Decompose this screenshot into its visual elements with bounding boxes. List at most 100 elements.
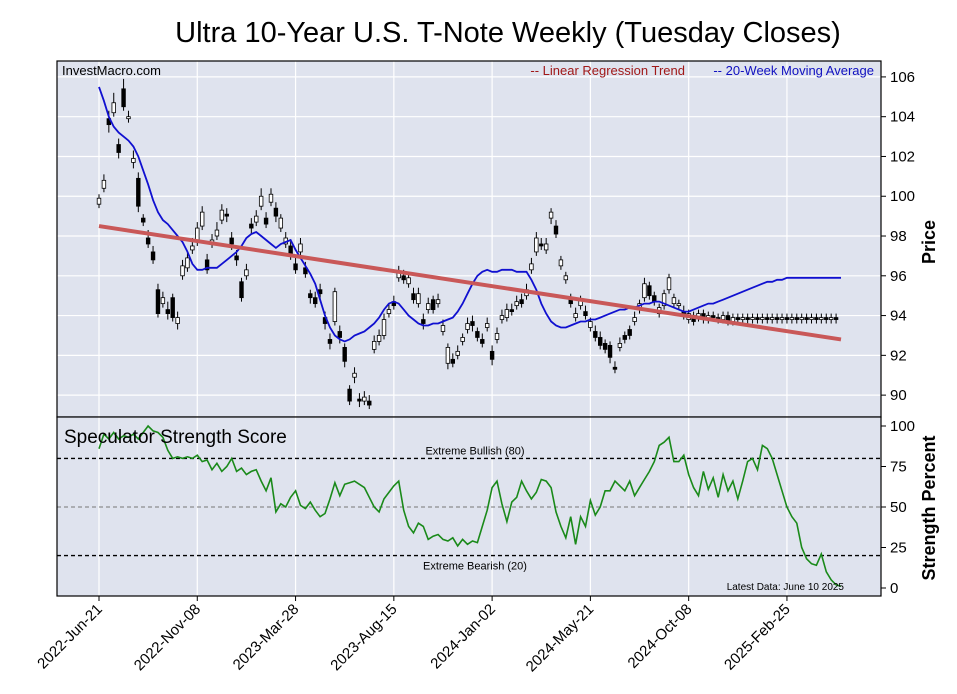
candle-body <box>735 317 741 320</box>
candle-body <box>642 283 647 299</box>
candle-body <box>789 317 795 320</box>
candle-body <box>101 179 107 189</box>
candle-body <box>529 263 534 271</box>
regression-trend-line <box>98 224 842 342</box>
x-tick-label: 2024-Oct-08 <box>625 601 696 672</box>
candle-body <box>204 259 210 271</box>
candle-body <box>553 225 559 235</box>
candle-body <box>214 229 220 237</box>
strength-reference-lines: Extreme Bullish (80) Extreme Bearish (20) <box>57 445 881 573</box>
candle-body <box>416 293 421 305</box>
candle-body <box>676 303 682 307</box>
candle-body <box>784 317 790 320</box>
candle-body <box>239 281 244 299</box>
candle-body <box>332 291 338 322</box>
candle-body <box>450 358 456 364</box>
candle-body <box>465 323 470 330</box>
x-tick-label: 2023-Aug-15 <box>327 601 400 674</box>
candle-body <box>470 321 475 326</box>
moving-average-line <box>98 86 841 343</box>
candle-body <box>381 319 387 336</box>
candle-body <box>480 339 485 344</box>
candle-body <box>760 317 765 320</box>
candle-body <box>750 317 755 320</box>
candle-body <box>170 297 175 318</box>
strength-axis-title: Strength Percent <box>919 435 939 580</box>
x-tick-label: 2024-Jan-02 <box>427 601 499 673</box>
candle-body <box>819 317 824 320</box>
strength-y-tick-label: 75 <box>890 459 907 476</box>
x-tick-label: 2024-May-21 <box>523 601 598 676</box>
candle-body <box>126 116 131 120</box>
candle-body <box>602 343 608 350</box>
strength-y-tick-label: 50 <box>890 499 907 516</box>
candle-body <box>411 293 416 301</box>
candle-body <box>278 217 284 229</box>
candle-body <box>499 315 505 320</box>
candle-body <box>445 346 451 364</box>
strength-score-line <box>98 424 842 588</box>
candle-body <box>308 293 313 299</box>
candle-body <box>543 243 549 251</box>
price-y-tick-label: 92 <box>890 347 907 364</box>
candle-body <box>401 275 406 281</box>
candle-body <box>435 299 441 305</box>
candle-body <box>352 372 357 378</box>
candle-body <box>199 211 205 227</box>
candle-body <box>219 209 225 221</box>
candle-body <box>258 195 264 207</box>
x-tick-label: 2023-Mar-28 <box>230 601 303 674</box>
candle-body <box>647 285 652 297</box>
candle-body <box>598 337 603 346</box>
candle-body <box>539 243 544 247</box>
candle-body <box>229 237 234 245</box>
candle-body <box>814 317 819 320</box>
candle-body <box>548 211 554 219</box>
x-tick-label: 2022-Nov-08 <box>131 601 204 674</box>
candle-body <box>774 317 780 320</box>
candle-body <box>155 289 161 314</box>
candle-body <box>303 267 308 275</box>
candle-body <box>357 398 362 402</box>
candle-body <box>534 237 539 253</box>
candle-body <box>244 269 249 277</box>
candle-body <box>376 335 382 342</box>
price-y-tick-label: 94 <box>890 308 907 325</box>
candle-body <box>145 237 151 245</box>
candle-body <box>475 331 480 338</box>
candle-body <box>165 309 170 314</box>
candle-body <box>293 263 298 271</box>
candle-body <box>666 277 672 291</box>
candle-body <box>249 223 254 229</box>
x-axis: 2022-Jun-21 2022-Nov-08 2023-Mar-28 2023-Au… <box>34 596 794 675</box>
candle-body <box>779 317 785 320</box>
candle-body <box>671 297 677 305</box>
candle-body <box>740 317 745 320</box>
candle-body <box>263 217 269 225</box>
candle-body <box>824 317 829 320</box>
strength-panel-title: Speculator Strength Score <box>64 427 287 448</box>
candle-body <box>745 317 750 320</box>
candle-body <box>588 321 593 328</box>
price-y-tick-label: 106 <box>890 69 915 86</box>
candle-body <box>627 329 632 336</box>
watermark-text: InvestMacro.com <box>62 63 161 78</box>
candle-body <box>455 350 460 356</box>
candle-body <box>558 259 564 267</box>
candle-body <box>711 315 716 318</box>
candle-body <box>755 317 760 320</box>
candle-body <box>386 309 392 314</box>
candle-body <box>509 309 514 312</box>
candle-body <box>150 251 156 261</box>
x-tick-label: 2025-Feb-25 <box>721 601 794 674</box>
candle-body <box>494 333 500 340</box>
candle-body <box>426 303 431 311</box>
candle-body <box>484 323 490 328</box>
price-y-axis: 90 92 94 96 98 100 102 104 106 <box>881 69 915 404</box>
legend-regression: -- Linear Regression Trend <box>530 63 685 78</box>
candle-body <box>288 245 293 255</box>
candle-body <box>313 297 318 305</box>
strength-y-tick-label: 0 <box>890 580 898 597</box>
price-y-tick-label: 104 <box>890 109 915 126</box>
